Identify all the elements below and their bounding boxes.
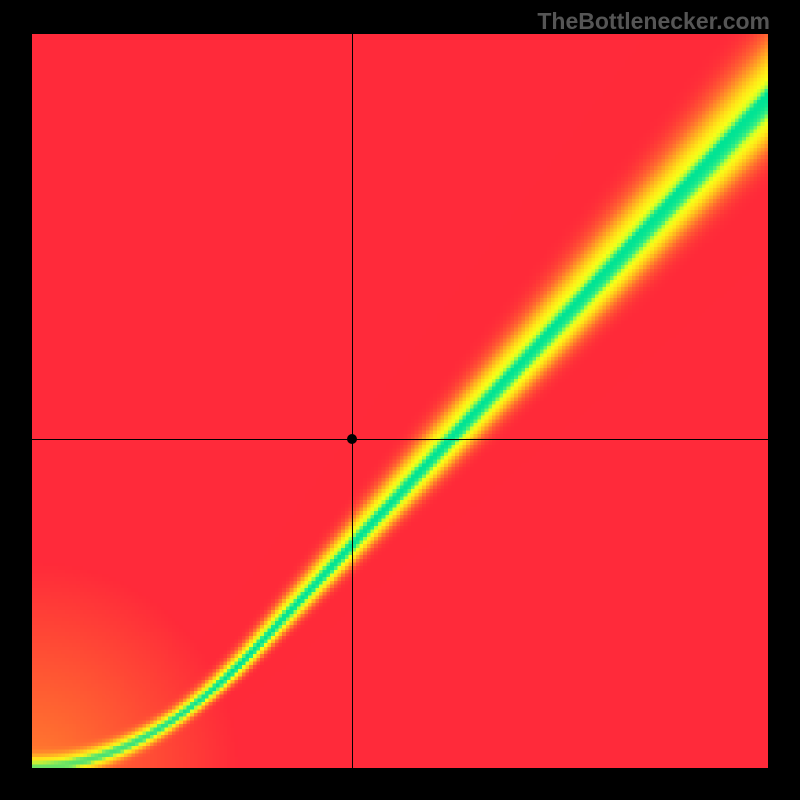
figure-root: TheBottlenecker.com: [0, 0, 800, 800]
marker-dot: [347, 434, 357, 444]
crosshair-vertical: [352, 34, 353, 768]
heatmap-canvas: [32, 34, 768, 768]
crosshair-horizontal: [32, 439, 768, 440]
watermark-text: TheBottlenecker.com: [537, 8, 770, 35]
